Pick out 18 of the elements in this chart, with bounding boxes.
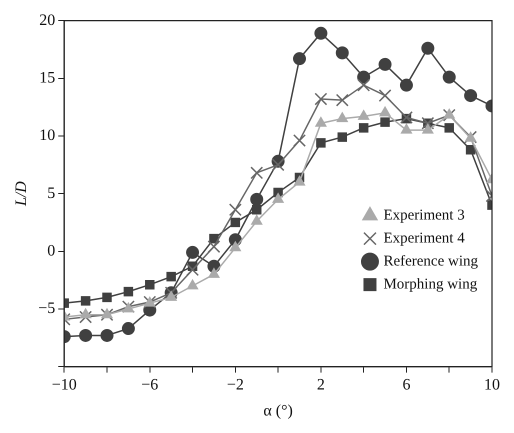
y-tick-label: 5 — [47, 184, 56, 202]
legend-label: Experiment 4 — [383, 230, 466, 247]
y-tick-label: 10 — [39, 127, 56, 144]
y-tick-label: 15 — [39, 69, 56, 86]
legend-label: Reference wing — [383, 254, 478, 270]
x-tick-label: 6 — [402, 376, 410, 394]
x-tick-label: 2 — [316, 376, 325, 394]
legend-label: Experiment 3 — [383, 208, 465, 224]
y-tick-label: 20 — [39, 12, 56, 29]
legend-label: Morphing wing — [383, 276, 478, 293]
x-tick-label: −6 — [141, 376, 158, 394]
y-axis-title: L/D — [12, 180, 30, 208]
x-axis-title: α (°) — [263, 402, 293, 420]
x-tick-label: 10 — [484, 376, 500, 394]
x-tick-label: −2 — [226, 376, 244, 394]
y-tick-label: −5 — [38, 300, 56, 318]
x-tick-label: −10 — [52, 376, 77, 394]
y-tick-label: 0 — [47, 242, 56, 260]
